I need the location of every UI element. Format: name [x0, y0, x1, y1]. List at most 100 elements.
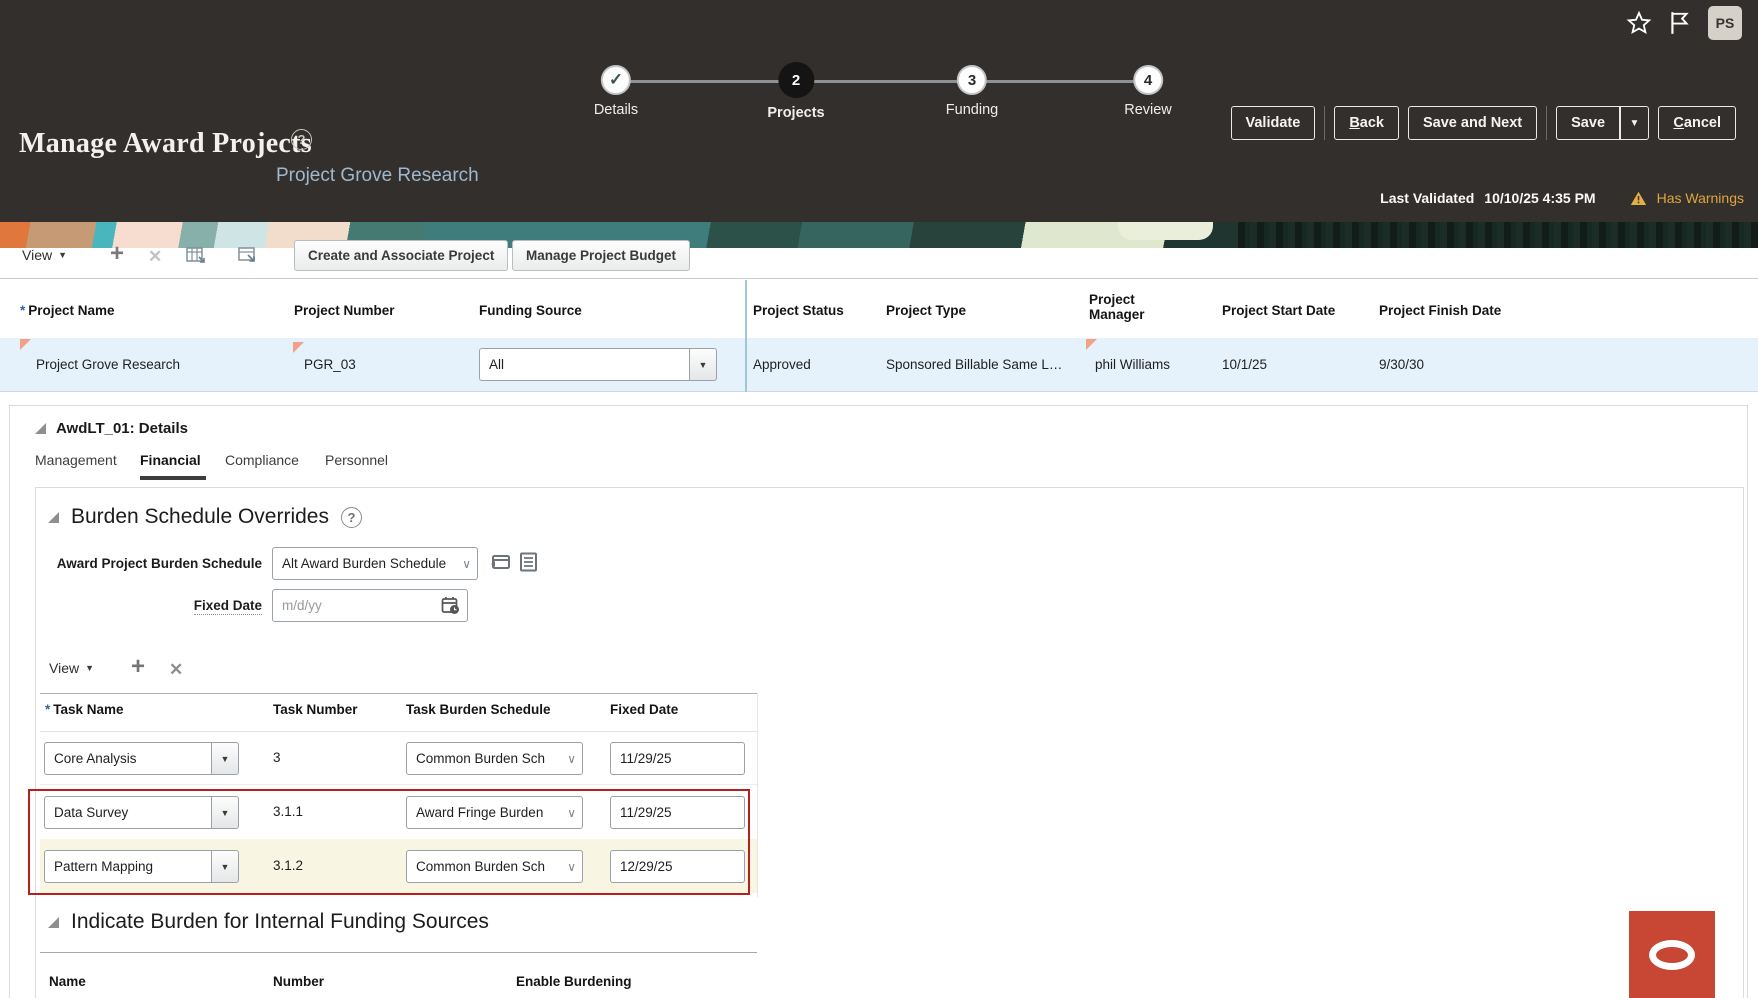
award-burden-schedule-select[interactable]: Alt Award Burden Schedule ∨: [272, 547, 478, 580]
tab-personnel[interactable]: Personnel: [325, 452, 389, 468]
tab-financial[interactable]: Financial: [140, 452, 201, 468]
internal-funding-section-title: Indicate Burden for Internal Funding Sou…: [71, 910, 489, 933]
modified-marker: [1086, 339, 1097, 350]
task-name-combo[interactable]: Core Analysis ▼: [44, 742, 239, 775]
col-project-type: Project Type: [886, 303, 967, 318]
page-context: Project Grove Research: [276, 165, 479, 186]
avatar[interactable]: PS: [1708, 6, 1742, 40]
dropdown-arrow-icon[interactable]: ▼: [211, 796, 239, 829]
collapse-icon[interactable]: [35, 423, 46, 434]
save-and-next-button[interactable]: Save and Next: [1408, 106, 1538, 140]
col-project-start-date: Project Start Date: [1222, 303, 1336, 318]
project-type-cell: Sponsored Billable Same L…: [886, 357, 1063, 372]
add-task-icon[interactable]: +: [131, 653, 146, 680]
annotation-red-box: [28, 789, 750, 895]
tab-management[interactable]: Management: [35, 452, 117, 468]
collapse-icon[interactable]: [48, 511, 59, 523]
task-name-combo[interactable]: Pattern Mapping ▼: [44, 850, 239, 883]
export-to-excel-icon[interactable]: [186, 246, 205, 264]
task-name-combo[interactable]: Data Survey ▼: [44, 796, 239, 829]
frozen-column-divider: [745, 280, 747, 392]
view-schedule-details-icon[interactable]: [519, 552, 538, 572]
chevron-down-icon: ∨: [567, 859, 576, 874]
chevron-down-icon: ∨: [462, 556, 471, 571]
task-burden-schedule-select[interactable]: Award Fringe Burden ∨: [406, 796, 583, 829]
step-funding-number: 3: [957, 65, 987, 95]
fixed-date-label: Fixed Date: [193, 598, 262, 615]
task-number-cell: 3.1.2: [273, 858, 304, 873]
step-funding[interactable]: 3 Funding: [946, 65, 998, 118]
cancel-button[interactable]: Cancel: [1658, 106, 1736, 140]
button-separator: [1324, 106, 1326, 140]
task-name-value[interactable]: Core Analysis: [44, 742, 211, 775]
stepper-line: [622, 80, 1148, 83]
has-warnings-text: Has Warnings: [1656, 190, 1744, 206]
fixed-date-input[interactable]: [272, 589, 468, 622]
update-burden-schedules-icon[interactable]: [490, 553, 511, 572]
save-button[interactable]: Save: [1571, 115, 1606, 131]
task-name-value[interactable]: Pattern Mapping: [44, 850, 211, 883]
step-review[interactable]: 4 Review: [1124, 65, 1172, 118]
project-name-cell: Project Grove Research: [36, 357, 181, 372]
project-row[interactable]: Project Grove Research PGR_03 All ▼ Appr…: [0, 338, 1758, 392]
project-finish-date-cell: 9/30/30: [1379, 357, 1425, 372]
collapse-icon[interactable]: [48, 916, 59, 928]
dropdown-arrow-icon[interactable]: ▼: [211, 742, 239, 775]
col-task-number: Task Number: [273, 702, 358, 717]
modified-marker: [20, 339, 31, 350]
financial-tab-panel: [35, 487, 1744, 998]
detach-icon[interactable]: [238, 246, 257, 264]
add-project-icon[interactable]: +: [110, 240, 125, 267]
col-fixed-date: Fixed Date: [610, 702, 679, 717]
col-name: Name: [49, 974, 86, 989]
task-fixed-date-input[interactable]: [610, 850, 745, 883]
col-project-finish-date: Project Finish Date: [1379, 303, 1502, 318]
dropdown-arrow-icon[interactable]: ▼: [211, 850, 239, 883]
chevron-down-icon: ∨: [567, 751, 576, 766]
burden-help-icon[interactable]: ?: [340, 506, 362, 528]
task-number-cell: 3.1.1: [273, 804, 304, 819]
task-number-cell: 3: [273, 750, 281, 765]
task-burden-schedule-select[interactable]: Common Burden Sch ∨: [406, 850, 583, 883]
chevron-down-icon: ∨: [567, 805, 576, 820]
projects-view-menu[interactable]: View ▼: [22, 247, 68, 263]
flag-icon[interactable]: [1668, 10, 1692, 36]
delete-project-icon[interactable]: ✕: [148, 247, 163, 266]
details-panel: [9, 405, 1748, 998]
decorative-banner: [0, 222, 1758, 248]
dropdown-arrow-icon[interactable]: ▼: [689, 348, 717, 381]
task-name-value[interactable]: Data Survey: [44, 796, 211, 829]
title-help-icon[interactable]: ?: [291, 129, 312, 150]
validate-button[interactable]: Validate: [1230, 106, 1316, 140]
delete-task-icon[interactable]: ✕: [169, 660, 184, 679]
step-details-check-icon: ✓: [600, 65, 631, 95]
col-task-burden-schedule: Task Burden Schedule: [406, 702, 551, 717]
tab-compliance[interactable]: Compliance: [225, 452, 299, 468]
task-row[interactable]: [40, 731, 757, 785]
favorite-star-icon[interactable]: [1626, 10, 1652, 36]
manage-project-budget-button[interactable]: Manage Project Budget: [512, 240, 691, 271]
back-button[interactable]: Back: [1334, 106, 1399, 140]
col-enable-burdening: Enable Burdening: [516, 974, 632, 989]
step-details[interactable]: ✓ Details: [594, 65, 638, 118]
tasks-view-menu[interactable]: View ▼: [49, 660, 95, 676]
button-separator: [1546, 106, 1548, 140]
app-header: Manage Award Projects ? Project Grove Re…: [0, 0, 1758, 222]
step-projects[interactable]: 2 Projects: [767, 62, 825, 121]
task-fixed-date-input[interactable]: [610, 742, 745, 775]
toolbar-divider: [0, 278, 1758, 279]
project-start-date-cell: 10/1/25: [1222, 357, 1268, 372]
save-dropdown-arrow-icon[interactable]: ▼: [1629, 117, 1640, 129]
task-burden-schedule-select[interactable]: Common Burden Sch ∨: [406, 742, 583, 775]
col-project-status: Project Status: [753, 303, 844, 318]
calendar-icon[interactable]: [441, 596, 460, 615]
last-validated-label: Last Validated: [1380, 190, 1475, 206]
create-and-associate-project-button[interactable]: Create and Associate Project: [294, 240, 509, 271]
funding-source-combo[interactable]: All ▼: [479, 348, 717, 381]
funding-source-value[interactable]: All: [479, 348, 689, 381]
task-fixed-date-input[interactable]: [610, 796, 745, 829]
header-actions: Validate Back Save and Next Save ▼ Cance…: [1230, 106, 1736, 140]
required-asterisk: *: [45, 702, 51, 717]
step-projects-number: 2: [777, 62, 814, 98]
col-project-name: * Project Name: [20, 303, 115, 318]
